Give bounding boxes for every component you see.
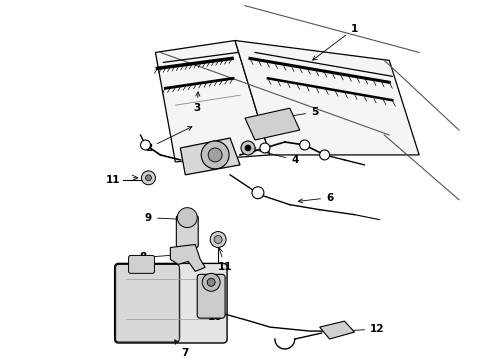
Circle shape <box>201 141 229 169</box>
Text: 12: 12 <box>343 324 385 334</box>
Polygon shape <box>245 108 300 140</box>
Polygon shape <box>171 244 205 271</box>
Circle shape <box>245 145 251 151</box>
Circle shape <box>142 171 155 185</box>
Circle shape <box>300 140 310 150</box>
Text: 5: 5 <box>275 107 319 120</box>
Text: 10: 10 <box>208 303 222 322</box>
FancyBboxPatch shape <box>176 216 198 247</box>
Circle shape <box>141 140 150 150</box>
Text: 8: 8 <box>139 252 180 262</box>
Text: 9: 9 <box>145 213 184 222</box>
Circle shape <box>177 208 197 228</box>
Text: 2: 2 <box>145 127 192 153</box>
Circle shape <box>241 141 255 155</box>
Circle shape <box>260 143 270 153</box>
FancyBboxPatch shape <box>115 264 227 343</box>
Polygon shape <box>319 321 354 339</box>
Circle shape <box>208 148 222 162</box>
Text: 4: 4 <box>251 148 298 165</box>
Circle shape <box>207 278 215 286</box>
FancyBboxPatch shape <box>197 274 225 318</box>
Text: 6: 6 <box>298 193 333 203</box>
Polygon shape <box>155 40 270 162</box>
Text: 7: 7 <box>175 340 189 358</box>
FancyBboxPatch shape <box>116 264 179 342</box>
FancyBboxPatch shape <box>128 256 154 273</box>
Polygon shape <box>235 40 419 155</box>
Polygon shape <box>180 138 240 175</box>
Text: 1: 1 <box>313 23 358 60</box>
Text: 11: 11 <box>105 175 120 185</box>
Circle shape <box>146 175 151 181</box>
Circle shape <box>210 231 226 247</box>
Circle shape <box>214 235 222 243</box>
Text: 3: 3 <box>194 92 201 113</box>
Circle shape <box>252 187 264 199</box>
Circle shape <box>319 150 330 160</box>
Circle shape <box>202 273 220 291</box>
Text: 11: 11 <box>218 248 232 273</box>
